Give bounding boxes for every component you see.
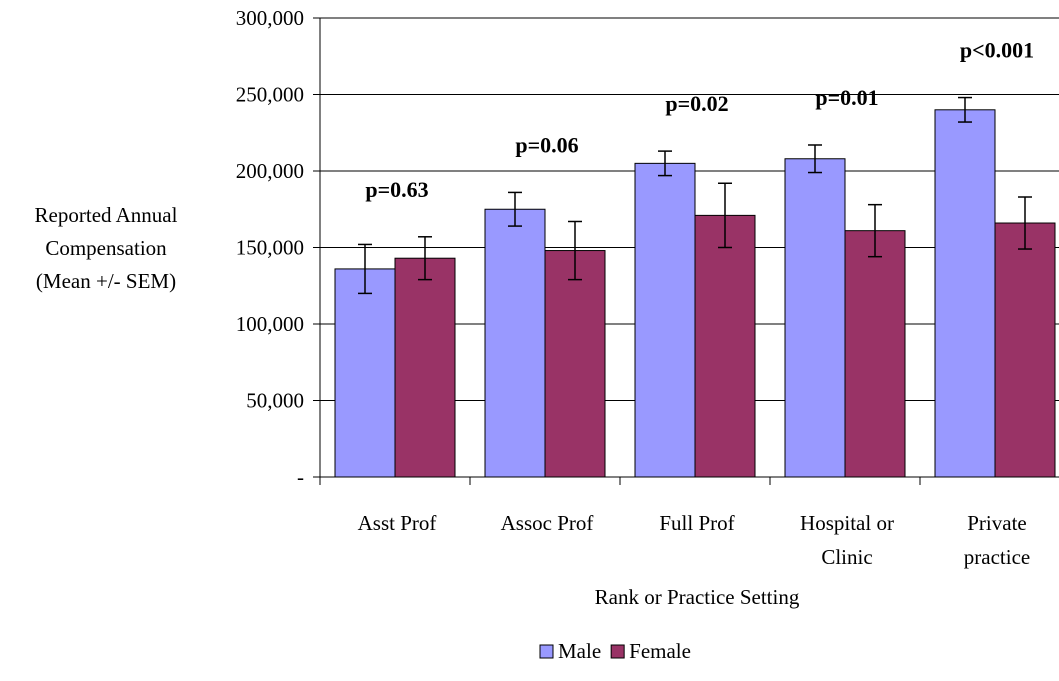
bar-male <box>634 162 696 478</box>
p-value-label: p=0.02 <box>665 91 728 116</box>
bar-male <box>484 208 546 478</box>
legend-swatch-male <box>539 644 554 659</box>
y-tick-label: - <box>297 465 304 489</box>
axes <box>313 17 1059 485</box>
p-value-annotations: p=0.63 p=0.06 p=0.02 p=0.01 p<0.001 <box>365 38 1034 202</box>
bar-male <box>784 158 846 478</box>
category-label: Full Prof <box>659 511 734 535</box>
y-tick-labels: - 50,000 100,000 150,000 200,000 250,000 300,0… <box>236 6 304 489</box>
bar-female <box>994 222 1056 478</box>
y-axis-title-line: (Mean +/- SEM) <box>36 269 176 293</box>
category-label: Assoc Prof <box>501 511 594 535</box>
category-label: Clinic <box>821 545 872 569</box>
category-label: Asst Prof <box>358 511 437 535</box>
bar-male <box>934 109 996 478</box>
p-value-label: p<0.001 <box>960 38 1034 63</box>
legend-label-male: Male <box>558 639 601 663</box>
category-label: practice <box>964 545 1030 569</box>
y-tick-label: 150,000 <box>236 236 304 260</box>
legend-swatch-female <box>610 644 625 659</box>
y-axis-title: Reported Annual Compensation (Mean +/- SEM… <box>35 203 178 293</box>
error-bars <box>358 96 1032 295</box>
x-axis-title: Rank or Practice Setting <box>595 585 800 609</box>
p-value-label: p=0.06 <box>515 132 578 157</box>
y-tick-label: 250,000 <box>236 83 304 107</box>
y-axis-title-line: Reported Annual <box>35 203 178 227</box>
category-label: Hospital or <box>800 511 894 535</box>
bar-male <box>334 268 396 478</box>
bar-female <box>694 214 756 478</box>
y-axis-title-line: Compensation <box>45 236 167 260</box>
bar-female <box>394 257 456 478</box>
legend: Male Female <box>539 639 691 663</box>
y-tick-label: 50,000 <box>246 389 304 413</box>
bar-female <box>844 230 906 478</box>
legend-label-female: Female <box>629 639 691 663</box>
bars <box>334 109 1056 478</box>
y-tick-label: 100,000 <box>236 312 304 336</box>
y-tick-label: 200,000 <box>236 159 304 183</box>
y-tick-label: 300,000 <box>236 6 304 30</box>
p-value-label: p=0.01 <box>815 85 878 110</box>
p-value-label: p=0.63 <box>365 177 428 202</box>
bar-female <box>544 250 606 478</box>
category-labels: Asst Prof Assoc Prof Full Prof Hospital or C… <box>358 511 1031 569</box>
category-label: Private <box>967 511 1026 535</box>
